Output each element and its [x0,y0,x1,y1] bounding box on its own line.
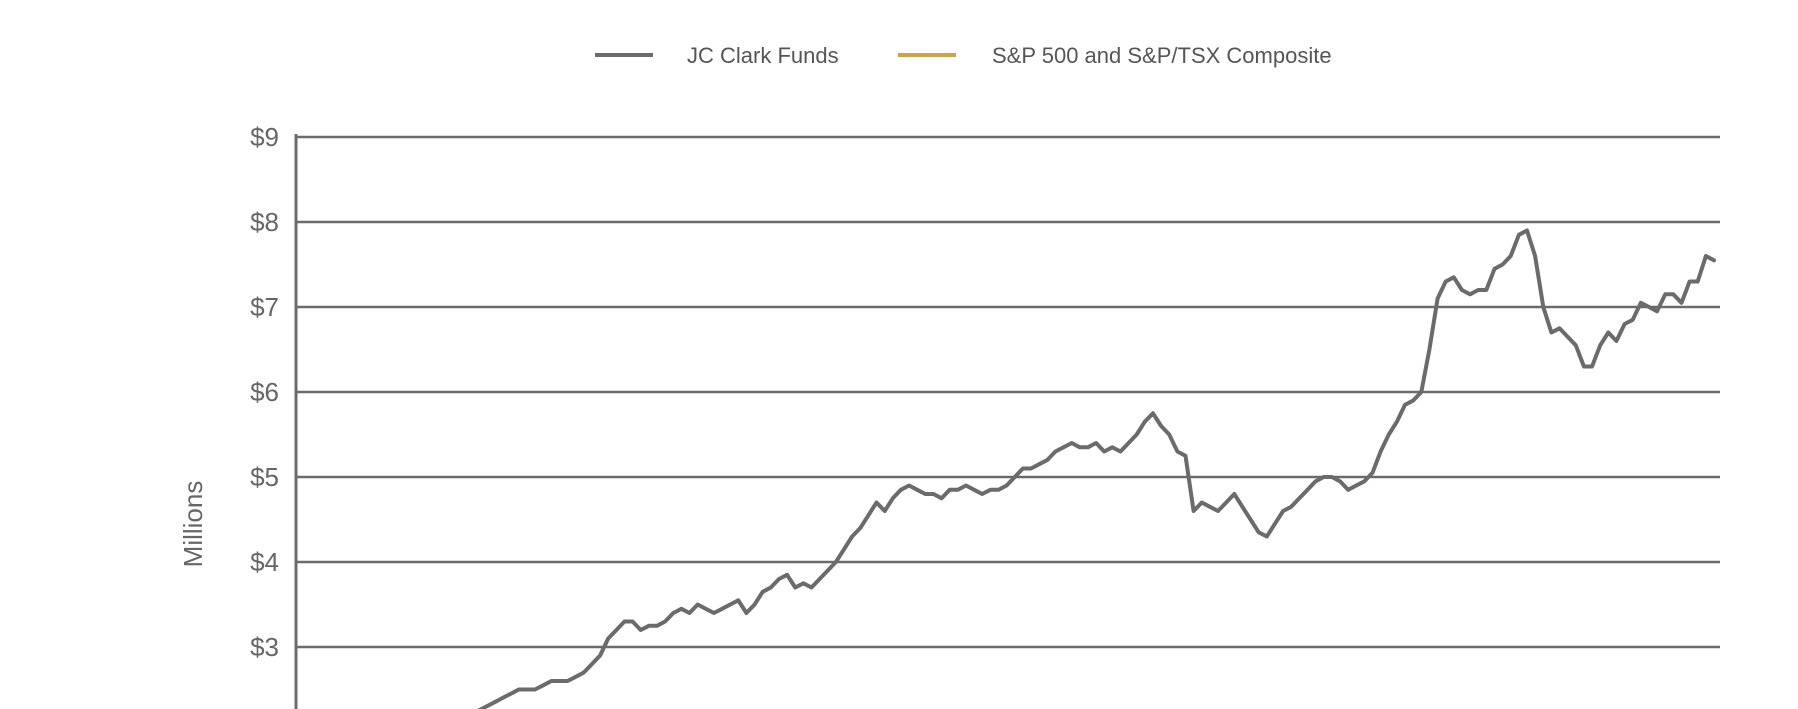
series-group [477,228,1716,709]
legend: JC Clark Funds S&P 500 and S&P/TSX Compo… [595,43,1332,68]
y-tick-label: $6 [250,377,279,407]
y-tick-label: $4 [250,547,279,577]
legend-label-sp500-tsx: S&P 500 and S&P/TSX Composite [992,43,1332,68]
y-tick-label: $5 [250,462,279,492]
series-line-0 [477,228,1716,709]
y-tick-label: $8 [250,207,279,237]
gridlines [296,135,1720,649]
y-axis-title: Millions [178,481,208,568]
legend-label-jc-clark-funds: JC Clark Funds [687,43,839,68]
y-tick-label: $7 [250,292,279,322]
y-tick-label: $3 [250,632,279,662]
y-tick-label: $9 [250,122,279,152]
y-tick-labels: $9 $8 $7 $6 $5 $4 $3 [250,122,279,662]
